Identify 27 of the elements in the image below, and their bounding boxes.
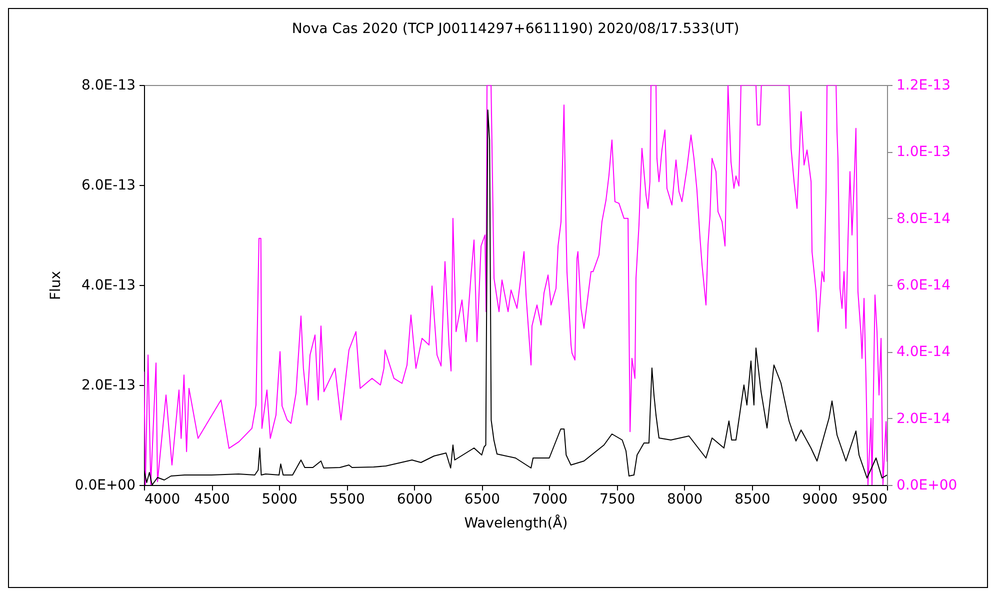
y2-tick-label: 1.0E-13 [896, 144, 950, 160]
x-tick-label: 7500 [600, 492, 636, 508]
y-tick-label: 0.0E+00 [74, 478, 136, 494]
y2-tick-label: 6.0E-14 [896, 278, 951, 294]
x-tick-label: 6500 [464, 492, 500, 508]
x-axis-title: Wavelength(Å) [464, 514, 568, 532]
y-tick-label: 6.0E-13 [82, 178, 136, 194]
y2-tick-label: 1.2E-13 [896, 78, 950, 94]
y2-tick-label: 4.0E-14 [896, 344, 951, 360]
y-tick-label: 4.0E-13 [82, 278, 136, 294]
x-tick-label: 4000 [144, 492, 180, 508]
x-tick-label: 7000 [532, 492, 568, 508]
y-axis-title: Flux [48, 270, 64, 300]
y2-tick-label: 8.0E-14 [896, 210, 951, 227]
x-tick-label: 6000 [396, 492, 432, 508]
x-tick-label: 8000 [667, 492, 703, 508]
x-tick-label: 5000 [262, 492, 298, 508]
y-tick-label: 2.0E-13 [82, 378, 136, 394]
x-tick-label: 8500 [734, 492, 770, 508]
y-tick-label: 8.0E-13 [82, 78, 136, 94]
chart-title: Nova Cas 2020 (TCP J00114297+6611190) 2020/08/17.533(UT) [292, 21, 740, 37]
x-tick-label: 5500 [329, 492, 365, 508]
y2-tick-label: 0.0E+00 [896, 478, 958, 494]
x-tick-label: 9500 [852, 492, 888, 508]
x-tick-label: 4500 [194, 492, 230, 508]
x-tick-label: 9000 [802, 492, 838, 508]
y2-tick-label: 2.0E-14 [896, 410, 951, 427]
